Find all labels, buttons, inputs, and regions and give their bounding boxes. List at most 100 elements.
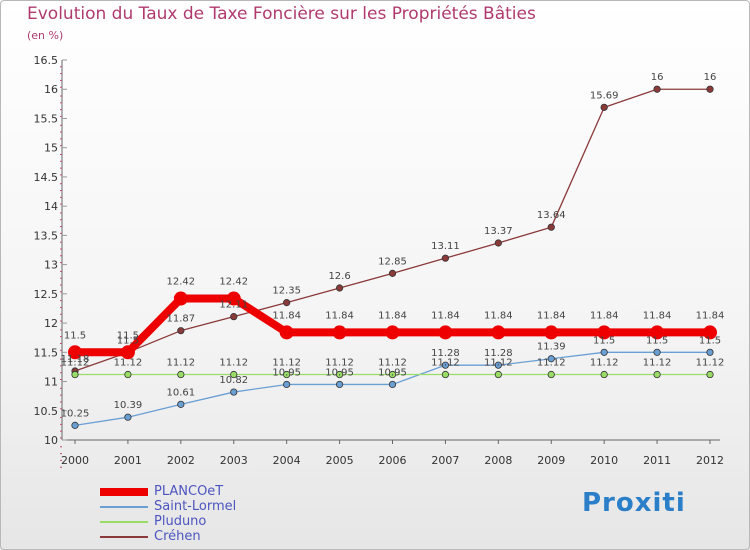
- data-label-plancoet: 11.84: [590, 310, 619, 321]
- data-label-plancoet: 12.42: [167, 277, 196, 288]
- legend-label-saint-lormel: Saint-Lormel: [154, 499, 237, 514]
- data-label-saint-lormel: 10.25: [61, 408, 90, 419]
- data-label-pluduno: 11.12: [431, 358, 460, 369]
- data-label-crehen: 12.6: [328, 271, 350, 282]
- data-label-pluduno: 11.12: [484, 358, 513, 369]
- data-label-saint-lormel: 11.28: [484, 348, 513, 359]
- data-label-pluduno: 11.12: [590, 358, 619, 369]
- point-saint-lormel: [494, 361, 502, 369]
- point-pluduno: [124, 370, 132, 379]
- data-label-saint-lormel: 11.5: [593, 335, 615, 346]
- data-label-plancoet: 11.84: [325, 310, 354, 321]
- point-saint-lormel: [441, 361, 450, 369]
- legend-label-plancoet: PLANCOeT: [154, 484, 224, 499]
- legend-item-saint-lormel[interactable]: Saint-Lormel: [100, 499, 236, 514]
- point-pluduno: [388, 370, 397, 379]
- x-tick-label: 2009: [537, 454, 565, 467]
- data-label-pluduno: 11.12: [537, 358, 566, 369]
- point-saint-lormel: [124, 413, 132, 421]
- point-crehen: [230, 313, 238, 321]
- point-crehen: [600, 103, 608, 111]
- y-tick-label: 10: [44, 434, 58, 447]
- legend-item-pluduno[interactable]: Pluduno: [100, 514, 236, 529]
- point-plancoet: [385, 325, 400, 340]
- data-label-saint-lormel: 10.61: [167, 387, 196, 398]
- point-pluduno: [230, 370, 238, 379]
- y-tick-label: 15.5: [34, 112, 59, 125]
- y-tick-label: 12.5: [34, 288, 59, 301]
- point-plancoet: [544, 325, 559, 340]
- point-plancoet: [173, 291, 188, 306]
- legend-swatch-crehen: [100, 535, 148, 538]
- data-label-pluduno: 11.12: [325, 358, 354, 369]
- point-pluduno: [494, 370, 502, 379]
- point-crehen: [547, 223, 555, 231]
- data-label-plancoet: 11.84: [537, 310, 566, 321]
- point-plancoet: [120, 345, 135, 360]
- point-pluduno: [653, 370, 661, 379]
- y-tick-label: 16: [44, 83, 58, 96]
- data-label-pluduno: 11.12: [167, 358, 196, 369]
- data-label-crehen: 11.18: [61, 354, 90, 365]
- y-tick-label: 14.5: [34, 171, 59, 184]
- data-label-crehen: 12.85: [378, 256, 407, 267]
- data-label-plancoet: 11.5: [64, 330, 86, 341]
- y-tick-label: 15: [44, 142, 58, 155]
- data-label-plancoet: 11.5: [117, 330, 139, 341]
- data-label-crehen: 11.87: [167, 314, 196, 325]
- point-crehen: [653, 85, 661, 93]
- point-pluduno: [547, 370, 555, 379]
- data-label-crehen: 16: [704, 72, 717, 83]
- point-crehen: [441, 254, 450, 262]
- x-tick-label: 2000: [61, 454, 89, 467]
- data-label-crehen: 13.11: [431, 241, 460, 252]
- legend-item-plancoet[interactable]: PLANCOeT: [100, 484, 236, 499]
- data-label-crehen: 16: [651, 72, 664, 83]
- point-pluduno: [283, 370, 291, 379]
- x-tick-label: 2002: [167, 454, 195, 467]
- data-label-saint-lormel: 11.39: [537, 342, 566, 353]
- y-tick-label: 16.5: [34, 54, 59, 67]
- point-crehen: [177, 327, 185, 335]
- x-tick-label: 2011: [643, 454, 671, 467]
- legend-swatch-pluduno: [100, 520, 148, 523]
- legend-item-crehen[interactable]: Créhen: [100, 529, 236, 544]
- point-plancoet: [491, 325, 506, 340]
- point-pluduno: [177, 370, 185, 379]
- legend-label-pluduno: Pluduno: [154, 514, 207, 529]
- data-label-pluduno: 11.12: [378, 358, 407, 369]
- point-crehen: [283, 299, 291, 307]
- data-label-saint-lormel: 10.82: [219, 375, 248, 386]
- point-plancoet: [438, 325, 453, 340]
- point-crehen: [388, 269, 397, 277]
- data-label-saint-lormel: 10.95: [272, 367, 301, 378]
- point-plancoet: [597, 325, 612, 340]
- legend-swatch-plancoet: [100, 487, 148, 496]
- point-saint-lormel: [335, 380, 344, 389]
- x-tick-label: 2012: [696, 454, 724, 467]
- y-tick-label: 11: [44, 376, 58, 389]
- data-label-crehen: 13.37: [484, 226, 513, 237]
- point-saint-lormel: [177, 400, 185, 408]
- data-label-saint-lormel: 11.5: [646, 335, 668, 346]
- y-tick-label: 12: [44, 317, 58, 330]
- x-tick-label: 2007: [431, 454, 459, 467]
- point-pluduno: [335, 370, 344, 379]
- point-saint-lormel: [653, 348, 661, 356]
- point-saint-lormel: [547, 355, 555, 363]
- data-label-crehen: 12.11: [219, 300, 248, 311]
- x-tick-label: 2006: [379, 454, 407, 467]
- y-tick-label: 13.5: [34, 229, 59, 242]
- data-label-saint-lormel: 10.95: [325, 367, 354, 378]
- data-label-saint-lormel: 10.95: [378, 367, 407, 378]
- data-label-crehen: 13.64: [537, 210, 566, 221]
- data-label-pluduno: 11.12: [114, 358, 143, 369]
- legend-label-crehen: Créhen: [154, 529, 201, 544]
- data-label-plancoet: 11.84: [643, 310, 672, 321]
- data-label-pluduno: 11.12: [61, 358, 90, 369]
- y-tick-label: 14: [44, 200, 58, 213]
- point-pluduno: [600, 370, 608, 379]
- x-tick-label: 2010: [590, 454, 618, 467]
- data-label-crehen: 12.35: [272, 286, 301, 297]
- point-saint-lormel: [283, 380, 291, 389]
